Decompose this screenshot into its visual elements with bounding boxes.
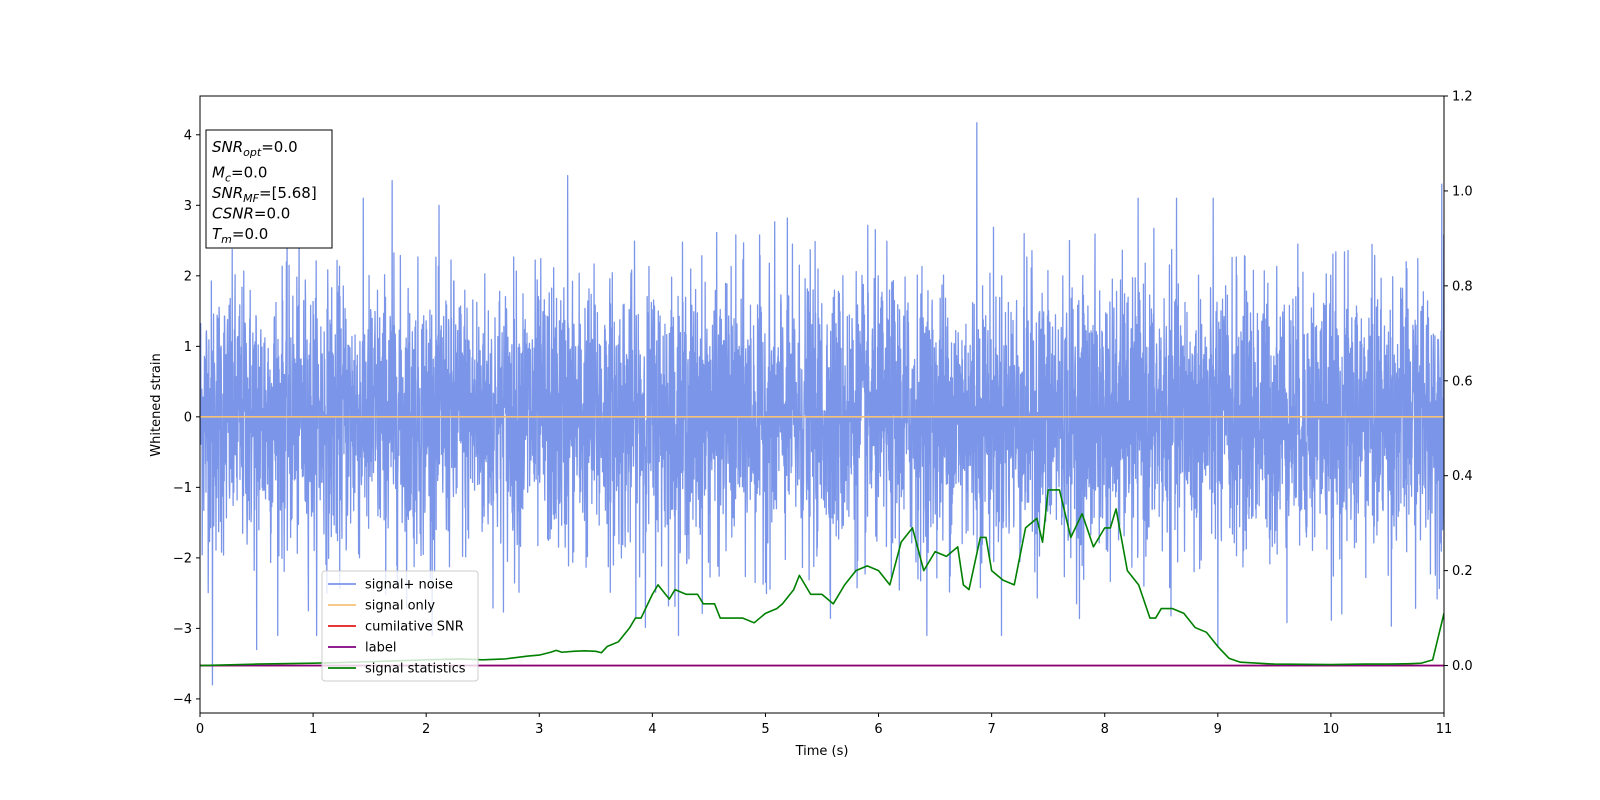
y-tick-label: −1 <box>173 481 192 496</box>
x-tick-label: 9 <box>1214 722 1222 737</box>
y-axis-right: 0.0 0.2 0.4 0.6 0.8 1.0 1.2 <box>1444 90 1473 674</box>
y2-tick-label: 0.2 <box>1452 564 1473 579</box>
x-tick-label: 0 <box>196 722 204 737</box>
x-tick-label: 7 <box>987 722 995 737</box>
series-signal-plus-noise <box>200 122 1444 686</box>
y-axis-label: Whitened strain <box>149 353 164 456</box>
x-tick-label: 4 <box>648 722 656 737</box>
x-tick-label: 6 <box>874 722 882 737</box>
annotation-frame <box>205 129 333 249</box>
y-tick-label: 2 <box>184 269 192 284</box>
legend-label-signal-statistics: signal statistics <box>365 662 466 677</box>
x-tick-label: 11 <box>1436 722 1453 737</box>
y-tick-label: −3 <box>173 622 192 637</box>
y-tick-label: 3 <box>184 199 192 214</box>
annotation-line: SNRMF=[5.68] <box>212 184 317 205</box>
legend: signal+ noise signal only cumilative SNR la… <box>321 570 479 682</box>
legend-frame <box>321 570 479 682</box>
y2-tick-label: 0.8 <box>1452 279 1473 294</box>
y-tick-label: 1 <box>184 340 192 355</box>
plot-frame <box>199 95 1445 714</box>
y-tick-label: 0 <box>184 410 192 425</box>
y2-tick-label: 1.0 <box>1452 184 1473 199</box>
annotation-line: SNRopt=0.0 <box>212 138 298 159</box>
annotation-line: CSNR=0.0 <box>212 205 290 223</box>
x-axis-label: Time (s) <box>795 744 849 759</box>
x-tick-label: 3 <box>535 722 543 737</box>
x-axis: 0 1 2 3 4 5 6 7 8 9 10 11 <box>196 713 1452 737</box>
x-tick-label: 5 <box>761 722 769 737</box>
y2-tick-label: 1.2 <box>1452 90 1473 105</box>
y2-tick-label: 0.4 <box>1452 469 1473 484</box>
x-tick-label: 1 <box>309 722 317 737</box>
y2-tick-label: 0.6 <box>1452 374 1473 389</box>
legend-label-label: label <box>365 641 396 656</box>
y2-tick-label: 0.0 <box>1452 659 1473 674</box>
annotation-line: Mc=0.0 <box>212 164 267 185</box>
y-tick-label: 4 <box>184 128 192 143</box>
x-tick-label: 8 <box>1101 722 1109 737</box>
y-tick-label: −4 <box>173 692 192 707</box>
series-signal-statistics <box>200 489 1444 667</box>
y-tick-label: −2 <box>173 551 192 566</box>
legend-label-signal-only: signal only <box>365 599 435 614</box>
x-tick-label: 2 <box>422 722 430 737</box>
y-axis-left: −4 −3 −2 −1 0 1 2 3 4 <box>173 128 200 707</box>
annotation-line: Tm=0.0 <box>212 225 268 246</box>
legend-label-cumilative-snr: cumilative SNR <box>365 620 464 635</box>
x-tick-label: 10 <box>1323 722 1340 737</box>
legend-label-signal-noise: signal+ noise <box>365 578 453 593</box>
